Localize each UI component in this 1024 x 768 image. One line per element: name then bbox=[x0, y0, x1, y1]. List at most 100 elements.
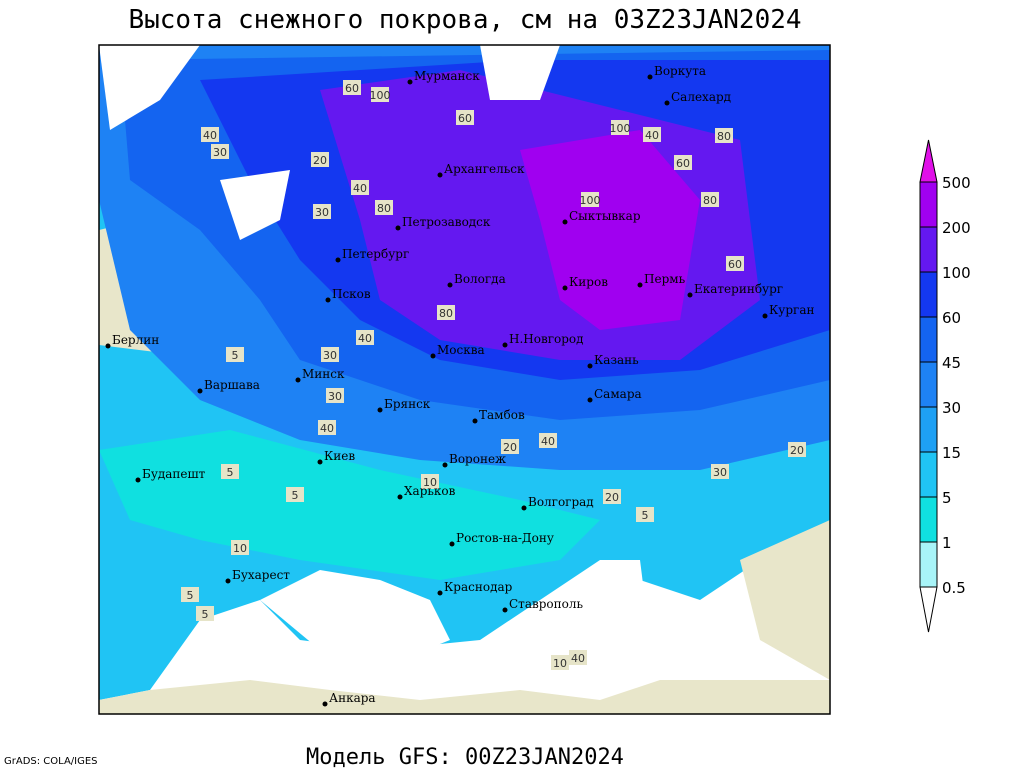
contour-label: 40 bbox=[358, 332, 372, 345]
colorbar-segment bbox=[919, 496, 938, 543]
city-label: Салехард bbox=[671, 90, 731, 104]
city-label: Киев bbox=[324, 449, 355, 463]
contour-label: 10 bbox=[423, 476, 437, 489]
city-label: Архангельск bbox=[444, 162, 525, 176]
contour-label-box bbox=[351, 180, 369, 195]
city-dot bbox=[135, 477, 141, 483]
city-dot bbox=[407, 79, 413, 85]
contour-label-box bbox=[539, 433, 557, 448]
contour-label: 10 bbox=[553, 657, 567, 670]
city-label: Москва bbox=[437, 343, 485, 357]
contour-label-box bbox=[226, 347, 244, 362]
city-dot bbox=[395, 225, 401, 231]
contour-label-box bbox=[711, 464, 729, 479]
contour-label-box bbox=[318, 420, 336, 435]
city-label: Будапешт bbox=[142, 467, 206, 481]
contour-label: 30 bbox=[315, 206, 329, 219]
contour-label-box bbox=[286, 487, 304, 502]
colorbar-label: 45 bbox=[942, 354, 961, 372]
contour-label: 5 bbox=[292, 489, 299, 502]
contour-label: 30 bbox=[323, 349, 337, 362]
city-label: Киров bbox=[569, 275, 608, 289]
city-dot bbox=[449, 541, 455, 547]
colorbar-segment bbox=[919, 361, 938, 408]
city-dot bbox=[377, 407, 383, 413]
contour-label-box bbox=[201, 127, 219, 142]
contour-label: 80 bbox=[439, 307, 453, 320]
contour-label-box bbox=[231, 540, 249, 555]
city-label: Пермь bbox=[644, 272, 686, 286]
city-dot bbox=[397, 494, 403, 500]
city-dot bbox=[430, 353, 436, 359]
contour-label-box bbox=[437, 305, 455, 320]
contour-label: 5 bbox=[232, 349, 239, 362]
contour-label: 40 bbox=[353, 182, 367, 195]
contour-label: 20 bbox=[313, 154, 327, 167]
contour-label-box bbox=[321, 347, 339, 362]
contour-label-box bbox=[221, 464, 239, 479]
contour-label-box bbox=[636, 507, 654, 522]
contour-label-box bbox=[371, 87, 389, 102]
city-dot bbox=[447, 282, 453, 288]
city-label: Н.Новгород bbox=[509, 332, 584, 346]
colorbar-segment bbox=[919, 451, 938, 498]
contour-label-box bbox=[726, 256, 744, 271]
contour-label: 40 bbox=[571, 652, 585, 665]
colorbar-label: 0.5 bbox=[942, 579, 966, 597]
city-dot bbox=[502, 607, 508, 613]
contour-label-box bbox=[569, 650, 587, 665]
city-label: Самара bbox=[594, 387, 642, 401]
city-dot bbox=[437, 590, 443, 596]
colorbar-label: 15 bbox=[942, 444, 961, 462]
city-dot bbox=[664, 100, 670, 106]
contour-label: 80 bbox=[377, 202, 391, 215]
contour-label-box bbox=[674, 155, 692, 170]
colorbar-high bbox=[919, 139, 938, 183]
city-label: Мурманск bbox=[414, 69, 480, 83]
city-label: Петрозаводск bbox=[402, 215, 491, 229]
city-label: Харьков bbox=[404, 484, 456, 498]
colorbar-label: 1 bbox=[942, 534, 952, 552]
contour-label-box bbox=[375, 200, 393, 215]
city-label: Курган bbox=[769, 303, 814, 317]
contour-label-box bbox=[456, 110, 474, 125]
colorbar-segment bbox=[919, 541, 938, 588]
city-dot bbox=[295, 377, 301, 383]
city-label: Варшава bbox=[204, 378, 260, 392]
contour-label-box bbox=[788, 442, 806, 457]
city-dot bbox=[562, 219, 568, 225]
contour-label: 40 bbox=[541, 435, 555, 448]
contour-label: 100 bbox=[610, 122, 631, 135]
contour-label-box bbox=[611, 120, 629, 135]
contour-label: 80 bbox=[717, 130, 731, 143]
city-dot bbox=[197, 388, 203, 394]
contour-label: 60 bbox=[728, 258, 742, 271]
city-label: Петербург bbox=[342, 247, 409, 261]
city-label: Сыктывкар bbox=[569, 209, 641, 223]
colorbar-segment bbox=[919, 271, 938, 318]
contour-label-box bbox=[196, 606, 214, 621]
contour-label: 5 bbox=[227, 466, 234, 479]
colorbar-label: 100 bbox=[942, 264, 971, 282]
city-dot bbox=[587, 397, 593, 403]
city-dot bbox=[521, 505, 527, 511]
contour-label: 5 bbox=[642, 509, 649, 522]
contour-label: 40 bbox=[645, 129, 659, 142]
contour-label: 40 bbox=[320, 422, 334, 435]
contour-label: 20 bbox=[790, 444, 804, 457]
colorbar-segment bbox=[919, 226, 938, 273]
city-label: Ростов-на-Дону bbox=[456, 531, 554, 545]
colorbar-label: 500 bbox=[942, 174, 971, 192]
city-label: Берлин bbox=[112, 333, 159, 347]
city-dot bbox=[637, 282, 643, 288]
contour-label-box bbox=[715, 128, 733, 143]
contour-label: 30 bbox=[713, 466, 727, 479]
contour-label: 100 bbox=[580, 194, 601, 207]
contour-label: 5 bbox=[187, 589, 194, 602]
title: Высота снежного покрова, см на 03Z23JAN2… bbox=[128, 5, 801, 35]
city-dot bbox=[502, 342, 508, 348]
city-dot bbox=[317, 459, 323, 465]
city-label: Брянск bbox=[384, 397, 431, 411]
